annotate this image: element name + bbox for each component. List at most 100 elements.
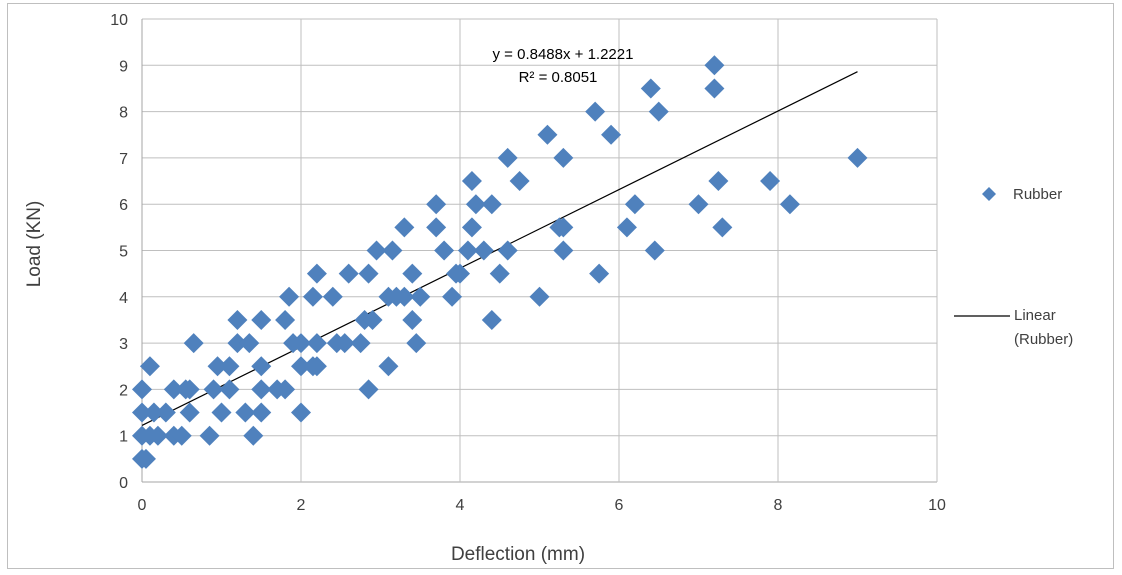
- data-point: [553, 147, 574, 168]
- x-tick-label: 8: [774, 497, 783, 514]
- data-point: [553, 240, 574, 261]
- legend-label-linear-1: Linear: [1014, 307, 1056, 324]
- data-point: [585, 101, 606, 122]
- y-tick-label: 5: [119, 244, 128, 261]
- data-point: [509, 171, 530, 192]
- data-point: [529, 286, 550, 307]
- data-point: [481, 194, 502, 215]
- data-point: [207, 356, 228, 377]
- data-point: [704, 78, 725, 99]
- data-point: [712, 217, 733, 238]
- data-point: [227, 309, 248, 330]
- x-tick-label: 0: [138, 497, 147, 514]
- data-point: [402, 309, 423, 330]
- data-points: [132, 55, 868, 469]
- data-point: [291, 402, 311, 423]
- data-point: [410, 286, 431, 307]
- data-point: [465, 194, 486, 215]
- data-point: [434, 240, 455, 261]
- data-point: [481, 309, 502, 330]
- data-point: [235, 402, 256, 423]
- data-point: [334, 333, 355, 354]
- data-point: [644, 240, 665, 261]
- data-point: [179, 379, 200, 400]
- data-point: [457, 240, 478, 261]
- x-tick-label: 2: [297, 497, 306, 514]
- data-point: [358, 263, 379, 284]
- data-point: [704, 55, 725, 76]
- data-point: [275, 379, 296, 400]
- trendline-r-squared: R² = 0.8051: [519, 69, 598, 86]
- data-point: [366, 240, 387, 261]
- data-point: [219, 356, 240, 377]
- x-tick-label: 6: [615, 497, 624, 514]
- data-point: [302, 286, 323, 307]
- data-point: [426, 194, 447, 215]
- data-point: [358, 379, 379, 400]
- data-point: [497, 240, 518, 261]
- data-point: [708, 171, 729, 192]
- data-point: [132, 402, 152, 423]
- data-point: [322, 286, 343, 307]
- data-point: [553, 217, 574, 238]
- data-point: [306, 356, 327, 377]
- y-axis-title: Load (KN): [24, 201, 45, 288]
- data-point: [155, 402, 176, 423]
- data-point: [243, 425, 264, 446]
- data-point: [211, 402, 232, 423]
- data-point: [171, 425, 192, 446]
- data-point: [219, 379, 240, 400]
- data-point: [203, 379, 224, 400]
- data-point: [497, 147, 518, 168]
- data-point: [537, 124, 558, 145]
- data-point: [139, 356, 160, 377]
- y-tick-label: 1: [119, 429, 128, 446]
- data-point: [350, 333, 371, 354]
- data-point: [306, 263, 327, 284]
- data-point: [760, 171, 781, 192]
- data-point: [688, 194, 709, 215]
- data-point: [132, 379, 152, 400]
- data-point: [426, 217, 447, 238]
- data-point: [779, 194, 800, 215]
- data-point: [275, 309, 296, 330]
- y-tick-label: 4: [119, 290, 128, 307]
- data-point: [624, 194, 645, 215]
- data-point: [450, 263, 470, 284]
- data-point: [147, 425, 168, 446]
- data-point: [442, 286, 463, 307]
- data-point: [143, 402, 164, 423]
- data-point: [382, 240, 403, 261]
- y-tick-label: 0: [119, 475, 128, 492]
- trendline-equation: y = 0.8488x + 1.2221: [493, 46, 634, 63]
- data-point: [378, 356, 399, 377]
- axis-tick-labels: 0 1 2 3 4 5 6 7 8 9 10 0 2 4 6 8 10: [110, 12, 946, 514]
- data-point: [461, 217, 482, 238]
- data-point: [183, 333, 204, 354]
- data-point: [847, 147, 868, 168]
- y-tick-label: 7: [119, 151, 128, 168]
- data-point: [291, 356, 311, 377]
- data-point: [648, 101, 669, 122]
- data-point: [291, 333, 311, 354]
- chart-frame: 0 1 2 3 4 5 6 7 8 9 10 0 2 4 6 8 10 Deflection (mm) Load…: [7, 3, 1114, 569]
- data-point: [338, 263, 359, 284]
- data-point: [279, 286, 300, 307]
- data-point: [251, 402, 272, 423]
- data-point: [489, 263, 510, 284]
- data-point: [163, 379, 184, 400]
- data-point: [362, 309, 383, 330]
- y-tick-label: 10: [110, 12, 128, 29]
- y-tick-label: 6: [119, 197, 128, 214]
- y-tick-label: 8: [119, 105, 128, 122]
- y-tick-label: 2: [119, 382, 128, 399]
- data-point: [179, 402, 200, 423]
- data-point: [251, 356, 272, 377]
- data-point: [251, 309, 272, 330]
- data-point: [402, 263, 423, 284]
- data-point: [239, 333, 260, 354]
- x-axis-title: Deflection (mm): [451, 544, 585, 565]
- y-tick-label: 3: [119, 336, 128, 353]
- data-point: [640, 78, 661, 99]
- data-point: [135, 448, 156, 469]
